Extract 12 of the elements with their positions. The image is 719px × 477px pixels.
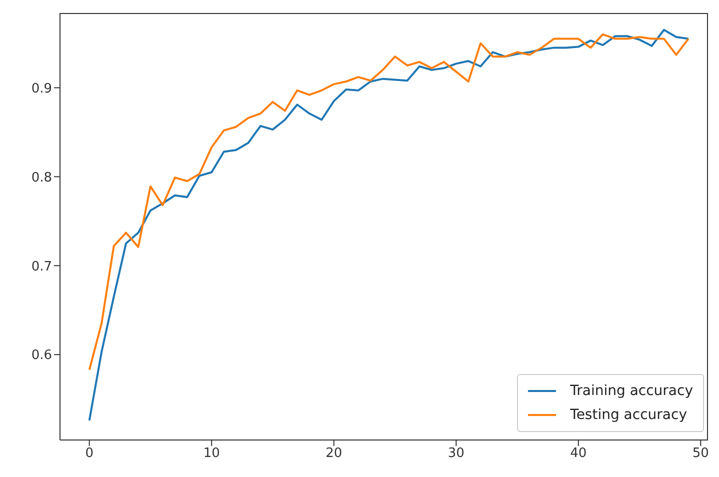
x-tick-label: 0 bbox=[85, 446, 94, 462]
x-tick-label: 30 bbox=[448, 446, 464, 462]
y-tick-label: 0.7 bbox=[31, 259, 52, 274]
y-tick-label: 0.6 bbox=[31, 348, 52, 364]
y-tick-label: 0.9 bbox=[31, 81, 52, 96]
y-tick-label: 0.8 bbox=[31, 170, 52, 186]
legend-label: Training accuracy bbox=[570, 382, 693, 401]
legend-label: Testing accuracy bbox=[570, 406, 687, 425]
x-tick-label: 10 bbox=[203, 446, 220, 462]
x-tick-label: 20 bbox=[326, 446, 342, 462]
x-tick-label: 50 bbox=[692, 446, 709, 462]
x-tick-label: 40 bbox=[570, 446, 587, 462]
